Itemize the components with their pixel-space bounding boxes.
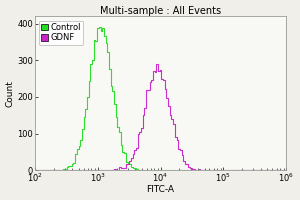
Title: Multi-sample : All Events: Multi-sample : All Events xyxy=(100,6,221,16)
Legend: Control, GDNF: Control, GDNF xyxy=(39,21,83,45)
X-axis label: FITC-A: FITC-A xyxy=(146,185,175,194)
Y-axis label: Count: Count xyxy=(6,80,15,107)
